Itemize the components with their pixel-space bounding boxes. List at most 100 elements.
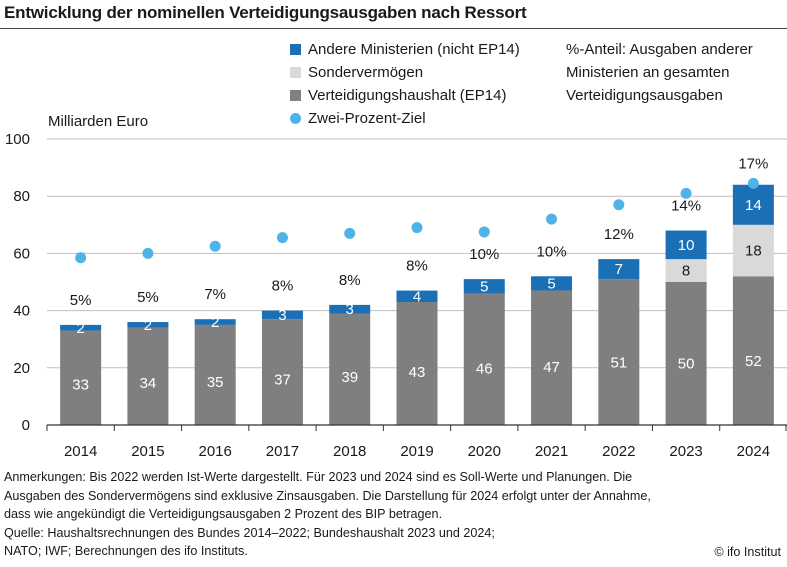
bar-haushalt <box>194 324 236 425</box>
x-tick-label: 2021 <box>535 443 568 460</box>
bar-haushalt <box>598 279 640 425</box>
value-label-sonder: 18 <box>745 243 762 260</box>
source-line: NATO; IWF; Berechnungen des ifo Institut… <box>4 544 248 559</box>
legend-swatch-sonder <box>290 67 301 78</box>
x-tick-label: 2020 <box>468 443 501 460</box>
value-label-andere: 4 <box>413 288 421 305</box>
bar-haushalt <box>665 282 707 425</box>
legend-label-haushalt: Verteidigungshaushalt (EP14) <box>308 87 507 104</box>
legend-item-haushalt: Verteidigungshaushalt (EP14) <box>290 84 520 107</box>
legend-swatch-andere <box>290 44 301 55</box>
zwei-prozent-ziel-point <box>344 227 356 239</box>
bar-haushalt <box>463 293 505 425</box>
bar-andere <box>60 324 102 331</box>
value-label-haushalt: 47 <box>543 359 560 376</box>
value-label-haushalt: 43 <box>409 364 426 381</box>
footnotes: Anmerkungen: Bis 2022 werden Ist-Werte d… <box>4 468 784 561</box>
y-tick-label: 60 <box>13 245 30 262</box>
value-label-haushalt: 46 <box>476 360 493 377</box>
footnote-line: dass wie angekündigt die Verteidigungsau… <box>4 507 443 522</box>
y-tick-label: 100 <box>5 131 30 148</box>
y-tick-label: 20 <box>13 360 30 377</box>
value-label-haushalt: 50 <box>678 356 695 373</box>
zwei-prozent-ziel-point <box>478 226 490 238</box>
bar-haushalt <box>261 319 303 425</box>
x-tick-label: 2018 <box>333 443 366 460</box>
legend-label-sonder: Sondervermögen <box>308 64 424 81</box>
y-tick-label: 0 <box>22 417 30 434</box>
share-annotation: %-Anteil: Ausgaben anderer Ministerien a… <box>566 41 753 104</box>
bar-andere <box>665 230 707 260</box>
legend-item-sonder: Sondervermögen <box>290 61 520 84</box>
share-label: 5% <box>70 292 92 309</box>
x-tick-label: 2017 <box>266 443 299 460</box>
y-tick-label: 40 <box>13 303 30 320</box>
value-label-haushalt: 34 <box>140 375 157 392</box>
zwei-prozent-ziel-point <box>276 232 288 244</box>
x-tick-label: 2023 <box>669 443 702 460</box>
x-tick-label: 2016 <box>198 443 231 460</box>
bar-sonder <box>665 259 707 282</box>
share-label: 17% <box>738 155 768 172</box>
bar-haushalt <box>60 330 102 425</box>
zwei-prozent-ziel-point <box>747 177 759 189</box>
share-label: 8% <box>339 272 361 289</box>
legend-label-ziel: Zwei-Prozent-Ziel <box>308 110 426 127</box>
value-label-andere: 3 <box>278 307 286 324</box>
share-label: 10% <box>537 243 567 260</box>
share-label: 14% <box>671 198 701 215</box>
share-label: 7% <box>204 286 226 303</box>
bar-andere <box>598 259 640 280</box>
bar-haushalt <box>127 327 169 425</box>
bar-haushalt <box>732 276 774 425</box>
legend-swatch-haushalt <box>290 90 301 101</box>
legend: Andere Ministerien (nicht EP14) Sonderve… <box>290 38 520 130</box>
bar-andere <box>732 184 774 225</box>
value-label-andere: 7 <box>615 261 623 278</box>
bar-andere <box>261 310 303 320</box>
zwei-prozent-ziel-point <box>142 247 154 259</box>
bar-andere <box>396 290 438 303</box>
value-label-haushalt: 39 <box>341 369 358 386</box>
copyright: © ifo Institut <box>714 545 781 559</box>
share-label: 8% <box>272 278 294 295</box>
legend-dot-ziel <box>290 113 301 124</box>
value-label-andere: 2 <box>76 320 84 337</box>
y-axis-unit-label: Milliarden Euro <box>48 113 149 130</box>
value-label-haushalt: 52 <box>745 353 762 370</box>
bar-sonder <box>732 224 774 277</box>
value-label-andere: 5 <box>547 275 555 292</box>
footnote-line: Anmerkungen: Bis 2022 werden Ist-Werte d… <box>4 470 633 484</box>
legend-item-andere: Andere Ministerien (nicht EP14) <box>290 38 520 61</box>
source-line: Quelle: Haushaltsrechnungen des Bundes 2… <box>4 525 495 540</box>
y-tick-label: 80 <box>13 188 30 205</box>
title-divider <box>0 28 787 29</box>
zwei-prozent-ziel-point <box>680 187 692 199</box>
bar-haushalt <box>329 313 371 425</box>
x-tick-label: 2014 <box>64 443 97 460</box>
bar-haushalt <box>531 290 573 425</box>
legend-label-andere: Andere Ministerien (nicht EP14) <box>308 41 520 58</box>
value-label-haushalt: 35 <box>207 374 224 391</box>
zwei-prozent-ziel-point <box>546 213 558 225</box>
bar-haushalt <box>396 302 438 425</box>
share-label: 10% <box>469 246 499 263</box>
zwei-prozent-ziel-point <box>613 199 625 211</box>
value-label-andere: 14 <box>745 197 762 214</box>
share-label: 8% <box>406 258 428 275</box>
bar-andere <box>531 276 573 291</box>
x-tick-label: 2015 <box>131 443 164 460</box>
value-label-andere: 2 <box>211 314 219 331</box>
legend-item-ziel: Zwei-Prozent-Ziel <box>290 107 520 130</box>
x-tick-label: 2019 <box>400 443 433 460</box>
value-label-haushalt: 51 <box>610 354 627 371</box>
bar-andere <box>463 279 505 294</box>
bar-andere <box>194 319 236 325</box>
value-label-sonder: 8 <box>682 263 690 280</box>
chart-title: Entwicklung der nominellen Verteidigungs… <box>4 3 527 22</box>
zwei-prozent-ziel-point <box>411 222 423 234</box>
bar-andere <box>127 322 169 328</box>
value-label-andere: 5 <box>480 278 488 295</box>
value-label-andere: 10 <box>678 237 695 254</box>
